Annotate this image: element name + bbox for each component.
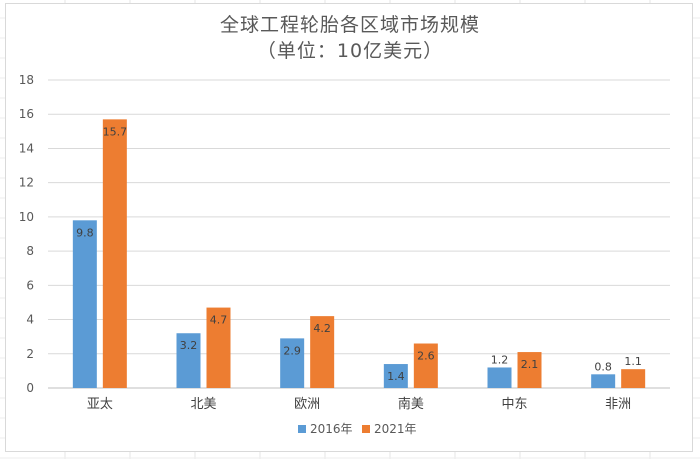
data-label: 9.8 [76, 226, 94, 239]
data-label: 3.2 [180, 339, 198, 352]
bar-2016年-非洲 [591, 374, 616, 388]
y-tick-label: 16 [19, 107, 34, 121]
y-tick-label: 10 [19, 210, 34, 224]
data-label: 0.8 [594, 360, 612, 373]
bar-2021年-中东 [517, 352, 542, 388]
y-tick-label: 8 [26, 244, 34, 258]
bar-2016年-欧洲 [280, 338, 305, 388]
bar-2021年-非洲 [621, 369, 646, 388]
legend-label: 2021年 [374, 422, 417, 436]
y-tick-label: 4 [26, 313, 34, 327]
data-label: 1.2 [491, 353, 509, 366]
bar-2021年-南美 [413, 343, 438, 388]
data-label: 2.9 [283, 344, 301, 357]
data-label: 4.2 [313, 322, 331, 335]
data-label: 2.6 [417, 350, 435, 363]
x-category-label: 非洲 [605, 397, 631, 412]
x-category-label: 南美 [398, 396, 424, 412]
legend-swatch-2021年 [362, 425, 370, 433]
x-category-label: 中东 [501, 397, 527, 412]
y-tick-label: 6 [26, 278, 34, 292]
bar-2021年-欧洲 [310, 316, 335, 388]
bar-2021年-亚太 [102, 119, 127, 388]
chart-subtitle: （单位：10亿美元） [256, 40, 444, 62]
bar-2021年-北美 [206, 307, 231, 388]
y-tick-label: 2 [26, 347, 34, 361]
x-category-label: 亚太 [87, 397, 113, 412]
bar-2016年-北美 [176, 333, 201, 388]
data-label: 1.1 [624, 355, 642, 368]
bar-2016年-中东 [487, 367, 512, 388]
bar-2016年-南美 [383, 364, 408, 388]
y-tick-label: 14 [19, 141, 34, 155]
y-tick-label: 12 [19, 176, 34, 190]
legend-swatch-2016年 [298, 425, 306, 433]
data-label: 1.4 [387, 370, 405, 383]
bar-2016年-亚太 [72, 220, 97, 388]
data-label: 4.7 [210, 314, 228, 327]
data-label: 2.1 [521, 358, 539, 371]
data-label: 15.7 [103, 125, 128, 138]
x-category-label: 北美 [190, 397, 216, 412]
y-tick-label: 18 [19, 73, 34, 87]
x-category-label: 欧洲 [294, 397, 320, 412]
chart-title: 全球工程轮胎各区域市场规模 [219, 14, 480, 36]
y-tick-label: 0 [26, 381, 34, 395]
legend-label: 2016年 [310, 422, 353, 436]
